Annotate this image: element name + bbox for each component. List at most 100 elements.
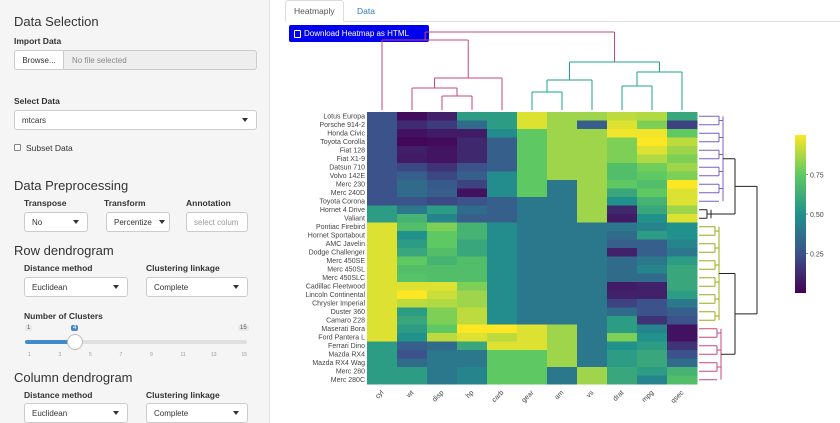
heatmap-cell bbox=[427, 239, 458, 249]
heatmap-cell bbox=[367, 120, 398, 130]
heatmap-cell bbox=[667, 214, 698, 223]
col-linkage-select[interactable]: Complete bbox=[146, 403, 248, 423]
heatmap-cell bbox=[457, 375, 488, 385]
heatmap-cell bbox=[667, 239, 698, 249]
heatmap-cell bbox=[667, 341, 698, 351]
annotation-label: Annotation bbox=[186, 198, 231, 208]
heatmap-cell bbox=[637, 282, 668, 291]
heatmap-cell bbox=[577, 307, 608, 317]
heatmap-cell bbox=[367, 367, 398, 376]
slider-value-label: 4 bbox=[71, 325, 79, 331]
heatmap-cell bbox=[487, 197, 518, 206]
heatmap-cell bbox=[637, 137, 668, 147]
heatmap-cell bbox=[607, 214, 638, 223]
chevron-down-icon bbox=[233, 411, 239, 415]
heatmap-cell bbox=[457, 316, 488, 325]
heatmap-cell bbox=[427, 341, 458, 351]
heatmap-cell bbox=[517, 180, 548, 189]
row-distance-label: Distance method bbox=[24, 263, 93, 273]
row-linkage-select[interactable]: Complete bbox=[146, 277, 248, 297]
heatmap-cell bbox=[397, 214, 428, 223]
heatmap-cell bbox=[577, 358, 608, 368]
heatmap-cell bbox=[547, 290, 578, 300]
heatmap-cell bbox=[427, 188, 458, 198]
column-label: wt bbox=[405, 389, 416, 400]
heatmap-cell bbox=[367, 171, 398, 181]
heatmap-cell bbox=[457, 248, 488, 257]
transform-select[interactable]: Percentize bbox=[106, 212, 170, 232]
heatmap-cell bbox=[427, 265, 458, 274]
chevron-down-icon bbox=[73, 220, 79, 224]
heatmap-cell bbox=[427, 180, 458, 189]
subset-data-checkbox[interactable] bbox=[14, 144, 21, 151]
transform-value: Percentize bbox=[114, 217, 152, 227]
heatmap-cell bbox=[637, 324, 668, 334]
slider-tick-label: 7 bbox=[119, 352, 123, 358]
row-label: Datsun 710 bbox=[329, 164, 365, 171]
heatmap-cell bbox=[517, 171, 548, 181]
heatmap-cell bbox=[487, 154, 518, 164]
heatmap-cell bbox=[577, 248, 608, 257]
heatmap-cell bbox=[637, 239, 668, 249]
heatmap-cell bbox=[367, 180, 398, 189]
column-label: vs bbox=[586, 389, 596, 399]
heatmap-cell bbox=[397, 341, 428, 351]
heatmap-cell bbox=[367, 112, 398, 121]
heatmap-cell bbox=[667, 137, 698, 147]
transpose-select[interactable]: No bbox=[24, 212, 88, 232]
heatmap-cell bbox=[427, 324, 458, 334]
preprocessing-heading: Data Preprocessing bbox=[14, 178, 129, 193]
heatmap-cell bbox=[637, 129, 668, 138]
column-label: gear bbox=[521, 389, 536, 404]
heatmap-cell bbox=[367, 324, 398, 334]
slider-max-label: 15 bbox=[238, 325, 249, 331]
heatmap-cell bbox=[667, 163, 698, 172]
row-label: Lotus Europa bbox=[323, 113, 365, 120]
row-distance-select[interactable]: Euclidean bbox=[24, 277, 128, 297]
tab-data[interactable]: Data bbox=[357, 6, 375, 16]
download-heatmap-button[interactable]: Download Heatmap as HTML bbox=[289, 25, 429, 42]
heatmap-cell bbox=[457, 350, 488, 359]
heatmap-cell bbox=[517, 333, 548, 342]
heatmap-cell bbox=[367, 214, 398, 223]
heatmap-cell bbox=[547, 222, 578, 232]
select-data-dropdown[interactable]: mtcars bbox=[14, 110, 257, 130]
heatmap-cell bbox=[607, 146, 638, 155]
slider-track[interactable] bbox=[25, 340, 247, 344]
heatmap-cell bbox=[667, 171, 698, 181]
heatmap-cell bbox=[457, 129, 488, 138]
col-distance-select[interactable]: Euclidean bbox=[24, 403, 128, 423]
heatmap-cell bbox=[487, 273, 518, 283]
heatmap-cell bbox=[517, 341, 548, 351]
browse-button[interactable]: Browse... bbox=[14, 50, 64, 70]
heatmap-cell bbox=[637, 171, 668, 181]
heatmap-cell bbox=[457, 307, 488, 317]
heatmap-cell bbox=[427, 197, 458, 206]
file-name-field[interactable]: No file selected bbox=[64, 50, 257, 70]
heatmap-cell bbox=[427, 256, 458, 266]
heatmap-cell bbox=[547, 350, 578, 359]
transform-label: Transform bbox=[104, 198, 146, 208]
slider-handle[interactable] bbox=[67, 334, 83, 350]
heatmap-cell bbox=[397, 350, 428, 359]
annotation-select[interactable]: select colum bbox=[186, 212, 248, 232]
heatmap-cell bbox=[517, 120, 548, 130]
column-dendrogram bbox=[381, 31, 683, 110]
heatmap-cell bbox=[577, 146, 608, 155]
tab-heatmaply[interactable]: Heatmaply bbox=[285, 0, 344, 22]
slider-tick-label: 5 bbox=[89, 352, 92, 358]
heatmap-cell bbox=[487, 265, 518, 274]
heatmap-cell bbox=[637, 333, 668, 342]
heatmap-cell bbox=[637, 265, 668, 274]
heatmap-cell bbox=[457, 163, 488, 172]
heatmap-cell bbox=[427, 154, 458, 164]
heatmap-cell bbox=[397, 154, 428, 164]
heatmap-cell bbox=[667, 231, 698, 240]
heatmap-cell bbox=[517, 163, 548, 172]
column-label: qsec bbox=[670, 389, 686, 405]
heatmap-cell bbox=[397, 282, 428, 291]
row-label: Honda Civic bbox=[327, 130, 365, 137]
heatmap-cell bbox=[577, 299, 608, 308]
heatmap-cell bbox=[637, 290, 668, 300]
heatmap-cell bbox=[487, 120, 518, 130]
